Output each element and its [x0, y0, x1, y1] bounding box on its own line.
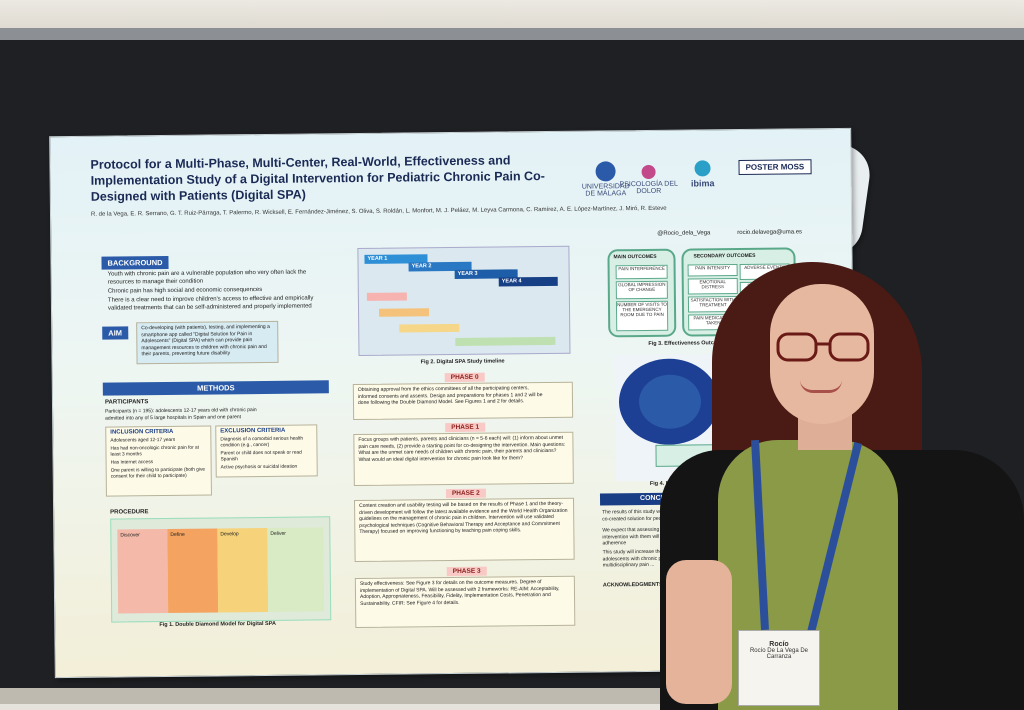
phase0-box: Obtaining approval from the ethics commi… — [352, 381, 574, 421]
pain-logo-icon — [641, 164, 656, 180]
background-bullet-3: There is a clear need to improve childre… — [107, 295, 314, 312]
main-outcome-2: GLOBAL IMPRESSION OF CHANGE — [615, 280, 668, 300]
twitter-handle: @Rocio_dela_Vega — [657, 230, 711, 237]
person-arm — [666, 560, 732, 704]
main-outcome-1: PAIN INTERFERENCE — [615, 264, 668, 280]
phase2-label: PHASE 2 — [445, 488, 486, 499]
inclusion-3: Has Internet access — [110, 460, 154, 466]
uma-seal-icon — [595, 161, 616, 182]
glasses-icon — [776, 332, 870, 362]
participants-text: Participants (n = 195): adolescents 12-1… — [105, 407, 257, 422]
phase1-box: Focus groups with patients, parents and … — [353, 431, 574, 487]
inclusion-1: Adolescents aged 12-17 years — [110, 437, 176, 444]
timeline-figure: YEAR 1 YEAR 2 YEAR 3 YEAR 4 — [357, 245, 571, 356]
phase1-text: Focus groups with patients, parents and … — [358, 434, 566, 463]
person-face — [770, 284, 874, 424]
participants-heading: PARTICIPANTS — [104, 399, 149, 406]
methods-heading: METHODS — [102, 380, 329, 396]
phase3-label: PHASE 3 — [446, 566, 487, 577]
inclusion-4: One parent is willing to participate (bo… — [110, 467, 206, 480]
logo-psicologia-del-dolor: PSICOLOGÍA DEL DOLOR — [619, 164, 679, 196]
person-smile — [800, 380, 842, 393]
double-diamond-figure: Discover Define Develop Deliver — [110, 516, 332, 623]
poster-authors: R. de la Vega, E. R. Serrano, G. T. Ruiz… — [90, 205, 667, 218]
timeline-phase1-bar — [379, 308, 430, 317]
exclusion-1: Diagnosis of a comorbid serious health c… — [220, 436, 304, 449]
phase0-text: Obtaining approval from the ethics commi… — [357, 385, 543, 406]
inclusion-box: INCLUSION CRITERIA Adolescents aged 12-1… — [105, 425, 212, 497]
phase-develop: Develop — [217, 527, 269, 613]
phase1-label: PHASE 1 — [445, 422, 486, 433]
timeline-phase0-bar — [366, 292, 407, 301]
badge-full-name: Rocío De La Vega De Carranza — [749, 648, 809, 660]
poster-id: POSTER MOSS — [738, 159, 812, 175]
secondary-outcome-3: EMOTIONAL DISTRESS — [687, 278, 738, 295]
phase2-box: Content creation and usability testing w… — [354, 497, 575, 563]
background-heading: BACKGROUND — [101, 255, 169, 270]
phase-discover: Discover — [117, 528, 169, 614]
exclusion-3: Active psychosis or suicidal ideation — [220, 464, 298, 471]
secondary-outcome-1: PAIN INTENSITY — [687, 264, 738, 277]
email: rocio.delavega@uma.es — [737, 229, 803, 237]
fig1-caption: Fig 1. Double Diamond Model for Digital … — [159, 620, 276, 629]
secondary-outcomes-heading: SECONDARY OUTCOMES — [693, 252, 756, 260]
timeline-phase2-bar — [399, 323, 460, 333]
inclusion-2: Has had non-oncologic chronic pain for a… — [110, 445, 200, 458]
inclusion-heading: INCLUSION CRITERIA — [110, 428, 174, 436]
main-outcome-3: NUMBER OF VISITS TO THE EMERGENCY ROOM D… — [615, 300, 669, 332]
phase2-text: Content creation and usability testing w… — [359, 500, 568, 535]
phase-define: Define — [167, 528, 219, 613]
timeline-phase3-bar — [455, 336, 556, 346]
procedure-heading: PROCEDURE — [110, 509, 149, 516]
name-badge: Rocío Rocío De La Vega De Carranza — [738, 630, 820, 706]
background-bullet-1: Youth with chronic pain are a vulnerable… — [107, 269, 307, 286]
main-outcomes-box: MAIN OUTCOMES PAIN INTERFERENCE GLOBAL I… — [607, 248, 677, 338]
phase0-label: PHASE 0 — [444, 372, 485, 383]
fig2-caption: Fig 2. Digital SPA Study timeline — [420, 358, 505, 366]
aim-text: Co-developing (with patients), testing, … — [141, 323, 270, 358]
poster-title: Protocol for a Multi-Phase, Multi-Center… — [90, 153, 545, 204]
board-frame — [0, 28, 1024, 42]
aim-heading: AIM — [102, 326, 129, 340]
phase-deliver: Deliver — [267, 527, 325, 612]
phase3-text: Study effectiveness: See Figure 3 for de… — [359, 579, 560, 607]
timeline-year-4: YEAR 4 — [498, 276, 558, 287]
main-outcomes-heading: MAIN OUTCOMES — [613, 253, 657, 261]
exclusion-2: Parent or child does not speak or read S… — [220, 450, 302, 463]
aim-box: Co-developing (with patients), testing, … — [136, 320, 279, 365]
ibima-logo-icon — [694, 160, 711, 177]
exclusion-box: EXCLUSION CRITERIA Diagnosis of a comorb… — [215, 424, 318, 478]
badge-first-name: Rocío — [769, 641, 789, 648]
phase3-box: Study effectiveness: See Figure 3 for de… — [354, 575, 576, 629]
exclusion-heading: EXCLUSION CRITERIA — [220, 427, 286, 435]
logo-ibima: ibima — [682, 160, 722, 188]
